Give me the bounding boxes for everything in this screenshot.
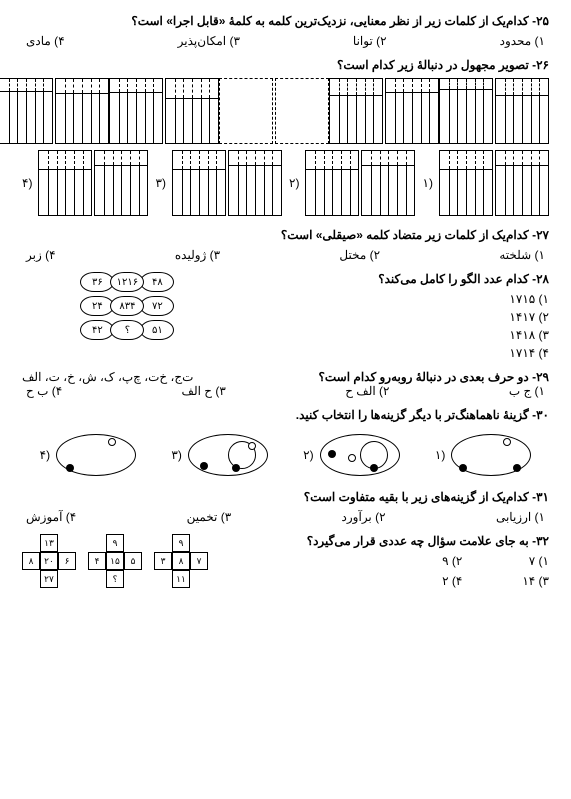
q29-opt4: ۴) ب ح: [26, 384, 62, 398]
q32-opt4: ۴) ۲: [442, 574, 462, 588]
q26-answers: (۱ (۲ (۳ (۴: [22, 150, 549, 216]
q25-opt1: ۱) محدود: [500, 34, 545, 48]
q26-ans-label: (۳: [156, 176, 166, 190]
q30: ۳۰- گزینهٔ ناهماهنگ‌تر با دیگر گزینه‌ها …: [22, 408, 549, 480]
q28-oval: ۵۱: [140, 320, 174, 340]
q28-opt4: ۴) ۱۷۱۴: [509, 346, 549, 360]
q26-ans-label: (۲: [289, 176, 299, 190]
q27: ۲۷- کدام‌یک از کلمات زیر متضاد کلمه «صیق…: [22, 228, 549, 262]
q29-opt2: ۲) الف ح: [345, 384, 389, 398]
q29-opt1: ۱) ج ب: [509, 384, 545, 398]
q32-opt3: ۳) ۱۴: [522, 574, 549, 588]
q28-opt3: ۳) ۱۴۱۸: [509, 328, 549, 342]
q28: ۲۸- کدام عدد الگو را کامل می‌کند؟ ۱) ۱۷۱…: [22, 272, 549, 360]
q30-diagrams: (۱(۲(۳(۴: [22, 430, 549, 480]
q27-options: ۱) شلخته ۲) مختل ۳) ژولیده ۴) زبر: [22, 248, 549, 262]
q28-oval: ۴۲: [80, 320, 114, 340]
q28-options: ۱) ۱۷۱۵ ۲) ۱۴۱۷ ۳) ۱۴۱۸ ۴) ۱۷۱۴: [254, 292, 549, 360]
q28-oval: ۲۴: [80, 296, 114, 316]
q31-opt1: ۱) ارزیابی: [496, 510, 545, 524]
q28-oval: ۳۶: [80, 272, 114, 292]
q31-options: ۱) ارزیابی ۲) برآورد ۳) تخمین ۴) آموزش: [22, 510, 549, 524]
q27-text: ۲۷- کدام‌یک از کلمات زیر متضاد کلمه «صیق…: [22, 228, 549, 242]
q32-nets: ۱۳۸۲۰۶۲۷۹۴۱۵۵؟۹۳۸۷۱۱: [22, 534, 208, 588]
q25-opt2: ۲) توانا: [353, 34, 387, 48]
q29-text: ۲۹- دو حرف بعدی در دنبالهٔ روبه‌رو کدام …: [319, 370, 549, 384]
q26-ans-label: (۱: [423, 176, 433, 190]
q30-text: ۳۰- گزینهٔ ناهماهنگ‌تر با دیگر گزینه‌ها …: [22, 408, 549, 422]
q29-opt3: ۳) ح الف: [182, 384, 226, 398]
q26-seq: [22, 78, 549, 144]
q28-oval: ؟: [110, 320, 144, 340]
q32-opt2: ۲) ۹: [442, 554, 462, 568]
q31-opt4: ۴) آموزش: [26, 510, 76, 524]
q28-ovals: ۴۸۱۲۱۶۳۶ ۷۲۸۳۴۲۴ ۵۱؟۴۲: [80, 272, 174, 340]
q26: ۲۶- تصویر مجهول در دنبالهٔ زیر کدام است؟…: [22, 58, 549, 216]
q32: ۳۲- به جای علامت سؤال چه عددی قرار می‌گی…: [22, 534, 549, 588]
q26-ans-label: (۴: [22, 176, 32, 190]
q28-oval: ۷۲: [140, 296, 174, 316]
q27-opt2: ۲) مختل: [339, 248, 380, 262]
q27-opt3: ۳) ژولیده: [175, 248, 220, 262]
q25-opt4: ۴) مادی: [26, 34, 65, 48]
q31-text: ۳۱- کدام‌یک از گزینه‌های زیر با بقیه متف…: [22, 490, 549, 504]
q28-oval: ۴۸: [140, 272, 174, 292]
q28-oval: ۱۲۱۶: [110, 272, 144, 292]
q31-opt3: ۳) تخمین: [187, 510, 232, 524]
q29-seq: ت‌ج، خ‌ت، چ‌پ، ک، ش، خ، ت، الف: [22, 370, 193, 384]
q29-options: ۱) ج ب ۲) الف ح ۳) ح الف ۴) ب ح: [22, 384, 549, 398]
q32-text: ۳۲- به جای علامت سؤال چه عددی قرار می‌گی…: [296, 534, 549, 548]
q28-text: ۲۸- کدام عدد الگو را کامل می‌کند؟: [254, 272, 549, 286]
q25-text: ۲۵- کدام‌یک از کلمات زیر از نظر معنایی، …: [22, 14, 549, 28]
q32-opt1: ۱) ۷: [529, 554, 549, 568]
q25: ۲۵- کدام‌یک از کلمات زیر از نظر معنایی، …: [22, 14, 549, 48]
q28-opt2: ۲) ۱۴۱۷: [509, 310, 549, 324]
q25-options: ۱) محدود ۲) توانا ۳) امکان‌پذیر ۴) مادی: [22, 34, 549, 48]
q28-opt1: ۱) ۱۷۱۵: [509, 292, 549, 306]
q29: ۲۹- دو حرف بعدی در دنبالهٔ روبه‌رو کدام …: [22, 370, 549, 398]
q28-oval: ۸۳۴: [110, 296, 144, 316]
q27-opt4: ۴) زبر: [26, 248, 56, 262]
q31: ۳۱- کدام‌یک از گزینه‌های زیر با بقیه متف…: [22, 490, 549, 524]
q25-opt3: ۳) امکان‌پذیر: [178, 34, 240, 48]
q26-text: ۲۶- تصویر مجهول در دنبالهٔ زیر کدام است؟: [22, 58, 549, 72]
q27-opt1: ۱) شلخته: [499, 248, 545, 262]
q31-opt2: ۲) برآورد: [342, 510, 386, 524]
